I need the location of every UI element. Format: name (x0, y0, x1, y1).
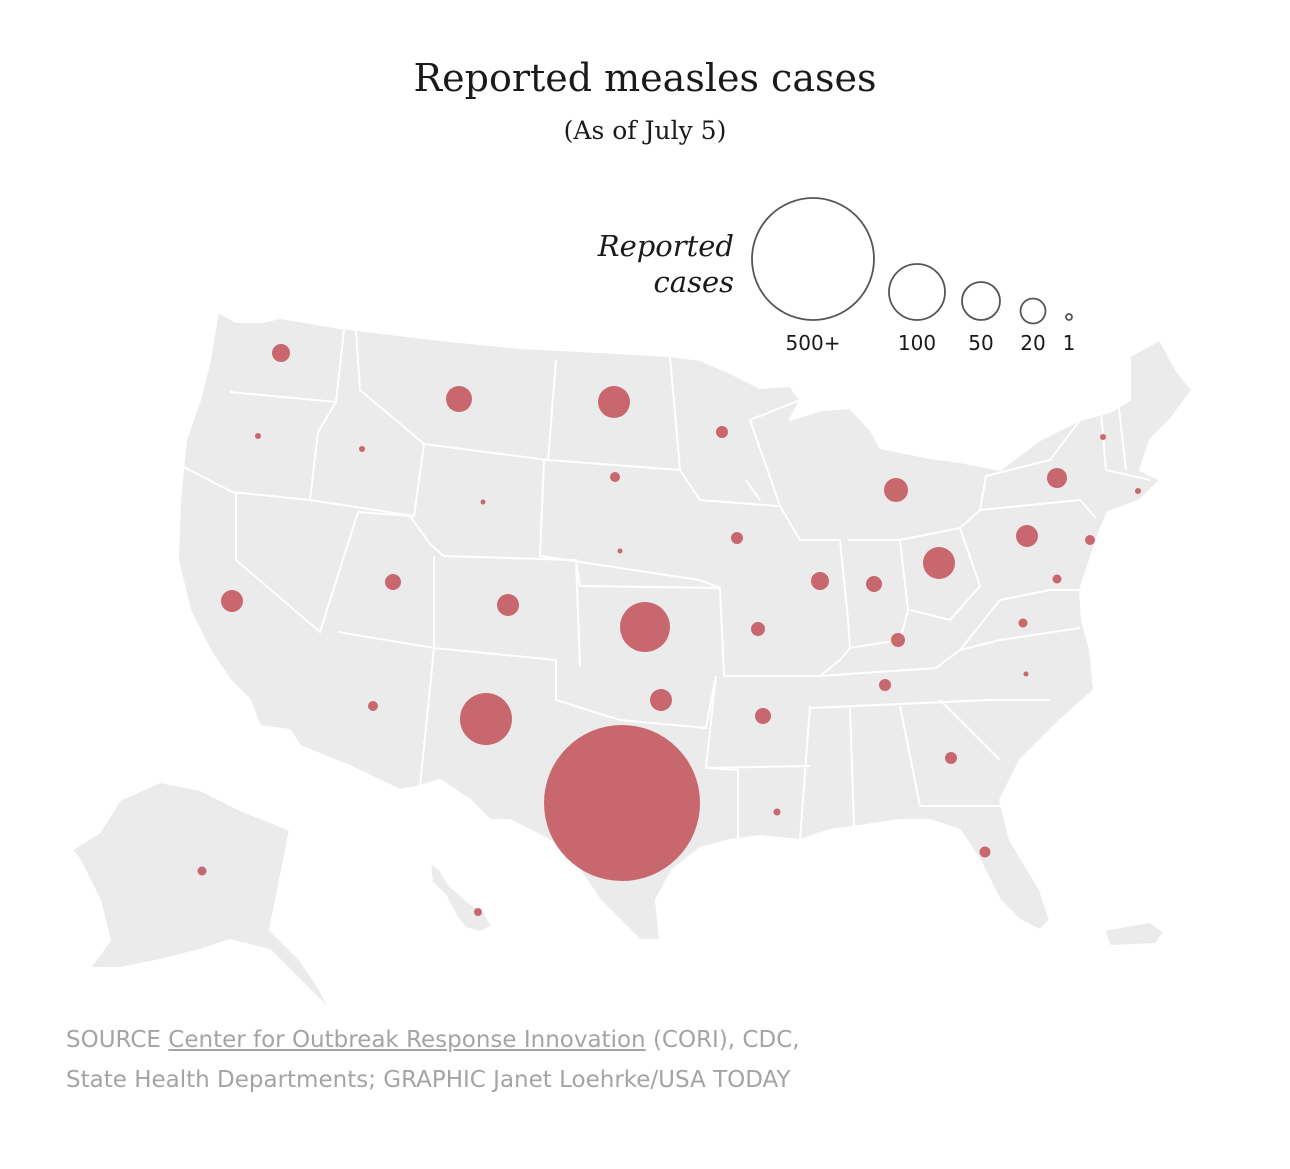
bubble-missouri (751, 622, 765, 636)
hawaii-land (429, 861, 493, 933)
legend-label-50: 50 (968, 331, 993, 355)
bubble-kansas (620, 602, 670, 652)
state-borders (181, 329, 1151, 841)
bubble-north-carolina (1023, 671, 1029, 677)
bubble-michigan (884, 478, 908, 502)
bubble-kentucky (891, 633, 905, 647)
legend-circle-500plus (751, 197, 875, 321)
source-prefix: SOURCE (66, 1027, 161, 1053)
legend-label-100: 100 (898, 331, 936, 355)
source-line2: State Health Departments; GRAPHIC Janet … (66, 1067, 791, 1093)
source-after-link: (CORI), CDC, (652, 1027, 800, 1053)
bubble-new-york (1047, 468, 1067, 488)
cori-link[interactable]: Center for Outbreak Response Innovation (168, 1027, 646, 1053)
bubble-idaho (359, 446, 365, 452)
bubble-iowa (731, 532, 743, 544)
land-layer (71, 311, 1193, 1011)
bubble-illinois (811, 572, 829, 590)
legend-label-500plus: 500+ (786, 331, 841, 355)
bubble-virginia (1018, 618, 1028, 628)
bubble-indiana (866, 576, 882, 592)
bubble-pennsylvania (1016, 525, 1038, 547)
source-note: SOURCE Center for Outbreak Response Inno… (66, 1020, 1216, 1100)
bubble-maryland (1052, 574, 1062, 584)
bubble-florida (979, 846, 991, 858)
bubble-new-jersey (1085, 535, 1095, 545)
bubble-washington (272, 344, 290, 362)
bubble-alaska (197, 866, 207, 876)
chart-subtitle: (As of July 5) (563, 116, 727, 145)
legend-title-line1: Reported (597, 229, 734, 263)
bubble-arizona (368, 701, 378, 711)
legend-title-line2: cases (653, 265, 734, 299)
bubble-tennessee (879, 679, 891, 691)
bubble-montana (446, 386, 472, 412)
alaska-land (71, 781, 331, 1011)
bubble-hawaii (474, 908, 482, 916)
bubble-texas (544, 725, 700, 881)
bubble-minnesota (716, 426, 728, 438)
legend-circles: 500+ 100 50 20 1 (751, 197, 1076, 355)
bubble-south-dakota (610, 472, 620, 482)
bubble-nebraska (617, 548, 623, 554)
legend-circle-50 (961, 281, 1001, 321)
bubble-california (221, 590, 243, 612)
bubble-rhode-island (1135, 488, 1141, 494)
bubble-layer (197, 344, 1141, 916)
puerto-rico-land (1103, 921, 1165, 947)
bubble-louisiana (773, 808, 781, 816)
bubble-oklahoma (650, 689, 672, 711)
bubble-arkansas (755, 708, 771, 724)
chart-title: Reported measles cases (413, 56, 877, 100)
bubble-new-mexico (460, 693, 512, 745)
bubble-ohio (923, 547, 955, 579)
legend-circle-100 (888, 263, 946, 321)
legend-label-1: 1 (1063, 331, 1076, 355)
bubble-wyoming (480, 499, 486, 505)
bubble-utah (385, 574, 401, 590)
bubble-vermont (1100, 434, 1106, 440)
bubble-georgia (945, 752, 957, 764)
legend-circle-20 (1019, 297, 1047, 325)
bubble-oregon (255, 433, 261, 439)
legend-title: Reported cases (598, 228, 734, 300)
bubble-colorado (497, 594, 519, 616)
contiguous-us-land (177, 311, 1193, 941)
legend-circle-1 (1065, 313, 1073, 321)
legend-label-20: 20 (1020, 331, 1045, 355)
bubble-north-dakota (598, 386, 630, 418)
state-border-lines (181, 329, 1151, 841)
